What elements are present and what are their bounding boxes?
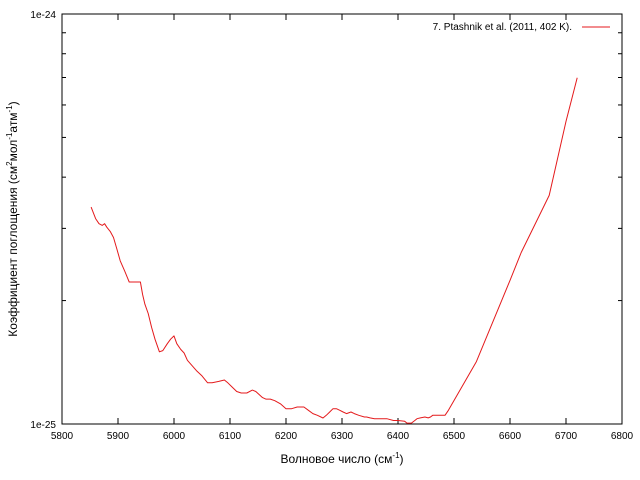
y-tick-label: 1e-25: [30, 420, 56, 431]
series-layer: [90, 77, 578, 424]
x-tick-label: 5800: [51, 431, 74, 442]
legend: 7. Ptashnik et al. (2011, 402 K).: [433, 22, 610, 33]
x-tick-label: 6300: [331, 431, 354, 442]
x-tick-label: 6100: [219, 431, 242, 442]
x-tick-label: 6000: [163, 431, 186, 442]
x-tick-label: 6200: [275, 431, 298, 442]
series-line: [90, 77, 578, 424]
x-tick-label: 6800: [611, 431, 634, 442]
x-axis-title: Волновое число (см-1): [280, 451, 403, 466]
x-tick-label: 6500: [443, 431, 466, 442]
x-tick-label: 6600: [499, 431, 522, 442]
y-axis-title: Коэффициент поглощения (см2мол-1атм-1): [5, 101, 20, 336]
x-tick-label: 5900: [107, 431, 130, 442]
x-tick-label: 6700: [555, 431, 578, 442]
x-tick-label: 6400: [387, 431, 410, 442]
x-axis-ticks: 5800 5900 6000 6100 6200 6300 6400 6500 6600 6700…: [51, 14, 634, 442]
y-axis-ticks: 1e-25 1e-24: [30, 10, 622, 431]
legend-label: 7. Ptashnik et al. (2011, 402 K).: [433, 22, 572, 33]
y-tick-label: 1e-24: [30, 10, 56, 21]
